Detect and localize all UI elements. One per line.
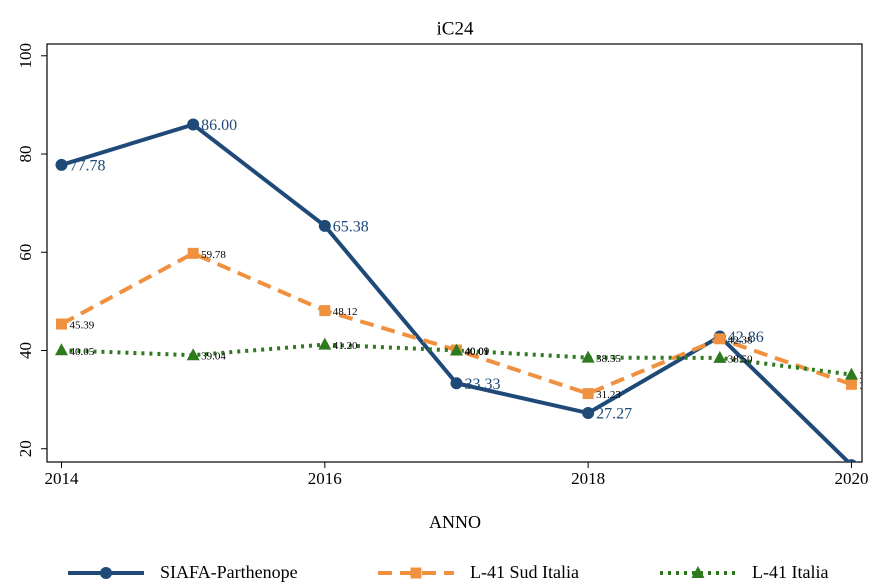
marker: [318, 337, 332, 350]
data-label: 31.23: [596, 389, 621, 401]
marker: [581, 350, 595, 363]
y-tick-label: 100: [16, 43, 35, 69]
marker: [844, 367, 858, 380]
data-label: 35.10: [859, 370, 884, 382]
marker: [846, 459, 857, 462]
legend-marker: [410, 567, 422, 579]
data-label: 40.09: [464, 346, 489, 358]
y-tick-label: 80: [16, 146, 35, 163]
marker: [319, 305, 331, 317]
data-label: 77.78: [69, 158, 105, 175]
data-label: 33.33: [464, 376, 500, 393]
y-tick-label: 60: [16, 244, 35, 261]
y-tick-label: 20: [16, 440, 35, 457]
legend-label: L-41 Italia: [752, 562, 828, 582]
chart-title: iC24: [437, 18, 474, 39]
marker: [318, 219, 331, 232]
data-label: 42.38: [728, 334, 753, 346]
marker: [845, 378, 857, 390]
x-axis-label: ANNO: [429, 512, 481, 532]
legend-marker: [691, 566, 705, 578]
data-label: 86.00: [201, 117, 237, 134]
plot-frame: [46, 43, 863, 463]
x-tick-label: 2020: [834, 469, 868, 488]
data-label: 27.27: [596, 406, 632, 423]
data-label: 41.20: [333, 340, 358, 352]
data-label: 16.67: [859, 458, 893, 475]
data-label: 33.12: [859, 380, 884, 392]
x-tick-label: 2016: [308, 469, 342, 488]
marker: [187, 118, 200, 131]
x-tick-label: 2018: [571, 469, 605, 488]
marker: [55, 158, 68, 171]
legend-marker: [100, 567, 112, 579]
x-tick-label: 2014: [44, 469, 79, 488]
marker: [449, 343, 463, 356]
marker: [186, 348, 200, 361]
data-label: 59.78: [201, 249, 226, 261]
marker: [450, 377, 463, 390]
data-label: 40.05: [69, 346, 94, 358]
y-tick-label: 40: [16, 342, 35, 359]
marker: [582, 388, 594, 400]
data-label: 38.55: [596, 353, 621, 365]
marker: [714, 333, 726, 345]
data-label: 45.39: [69, 320, 94, 332]
series-line: [60, 251, 853, 396]
marker: [187, 247, 199, 259]
legend-label: SIAFA-Parthenope: [160, 562, 298, 582]
marker: [582, 407, 595, 420]
marker: [54, 343, 68, 356]
marker: [55, 318, 67, 330]
data-label: 40.01: [464, 346, 489, 358]
plot-area: 77.78 86.00 65.38 33.33 27.27 42.86 16.67 45.39…: [54, 117, 893, 475]
data-label: 42.86: [728, 329, 764, 346]
marker: [713, 350, 727, 363]
data-label: 65.38: [333, 219, 369, 236]
legend-label: L-41 Sud Italia: [470, 562, 579, 582]
data-label: 38.50: [728, 353, 753, 365]
series-line: [60, 122, 852, 462]
data-label: 48.12: [333, 306, 358, 318]
data-label: 39.04: [201, 351, 226, 363]
